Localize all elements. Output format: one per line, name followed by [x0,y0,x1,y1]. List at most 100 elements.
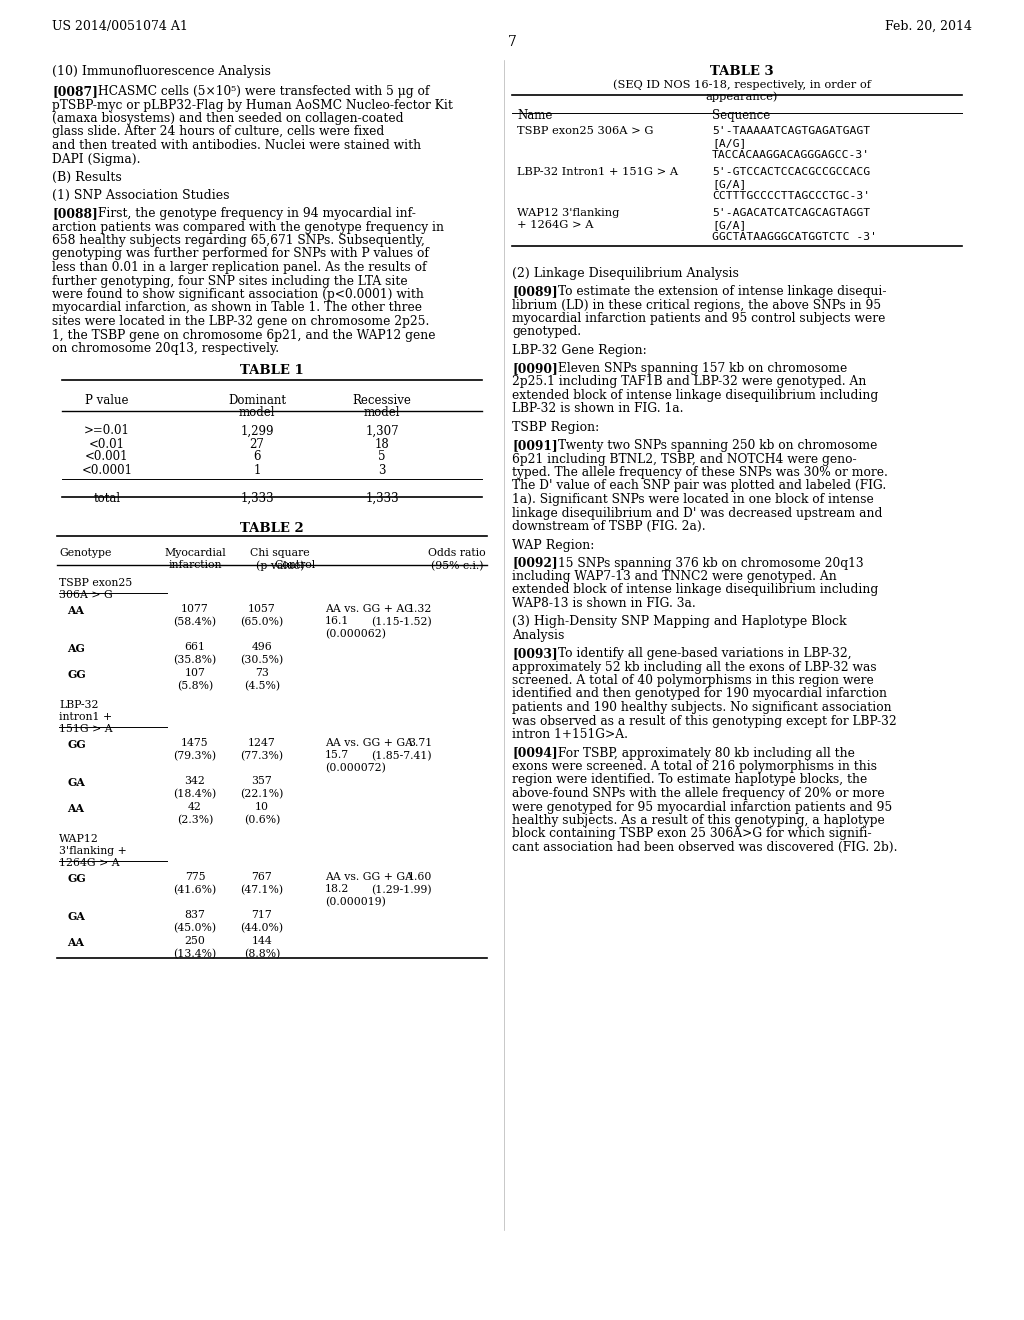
Text: 1475: 1475 [181,738,209,748]
Text: AA vs. GG + AG: AA vs. GG + AG [325,605,413,615]
Text: [G/A]: [G/A] [712,180,746,189]
Text: (30.5%): (30.5%) [241,655,284,665]
Text: (45.0%): (45.0%) [173,923,216,933]
Text: WAP Region:: WAP Region: [512,539,594,552]
Text: (p value): (p value) [256,561,304,572]
Text: TSBP Region:: TSBP Region: [512,421,599,434]
Text: downstream of TSBP (FIG. 2a).: downstream of TSBP (FIG. 2a). [512,520,706,533]
Text: US 2014/0051074 A1: US 2014/0051074 A1 [52,20,187,33]
Text: (41.6%): (41.6%) [173,884,217,895]
Text: librium (LD) in these critical regions, the above SNPs in 95: librium (LD) in these critical regions, … [512,298,881,312]
Text: Sequence: Sequence [712,110,770,121]
Text: 661: 661 [184,643,206,652]
Text: arction patients was compared with the genotype frequency in: arction patients was compared with the g… [52,220,444,234]
Text: 1077: 1077 [181,605,209,615]
Text: (SEQ ID NOS 16-18, respectively, in order of: (SEQ ID NOS 16-18, respectively, in orde… [613,79,871,90]
Text: (10) Immunofluorescence Analysis: (10) Immunofluorescence Analysis [52,65,271,78]
Text: To identify all gene-based variations in LBP-32,: To identify all gene-based variations in… [558,647,852,660]
Text: LBP-32: LBP-32 [59,700,98,710]
Text: (79.3%): (79.3%) [173,751,216,760]
Text: HCASMC cells (5×10⁵) were transfected with 5 μg of: HCASMC cells (5×10⁵) were transfected wi… [98,84,429,98]
Text: (58.4%): (58.4%) [173,616,216,627]
Text: (13.4%): (13.4%) [173,949,217,958]
Text: less than 0.01 in a larger replication panel. As the results of: less than 0.01 in a larger replication p… [52,261,427,275]
Text: TABLE 3: TABLE 3 [711,65,774,78]
Text: + 1264G > A: + 1264G > A [517,220,594,230]
Text: genotyping was further performed for SNPs with P values of: genotyping was further performed for SNP… [52,248,429,260]
Text: 342: 342 [184,776,206,787]
Text: genotyped.: genotyped. [512,326,582,338]
Text: Chi square: Chi square [250,549,310,558]
Text: 16.1: 16.1 [325,616,349,627]
Text: myocardial infarction patients and 95 control subjects were: myocardial infarction patients and 95 co… [512,312,886,325]
Text: [0094]: [0094] [512,747,558,759]
Text: (77.3%): (77.3%) [241,751,284,760]
Text: 2p25.1 including TAF1B and LBP-32 were genotyped. An: 2p25.1 including TAF1B and LBP-32 were g… [512,375,866,388]
Text: region were identified. To estimate haplotype blocks, the: region were identified. To estimate hapl… [512,774,867,787]
Text: identified and then genotyped for 190 myocardial infarction: identified and then genotyped for 190 my… [512,688,887,701]
Text: (amaxa biosystems) and then seeded on collagen-coated: (amaxa biosystems) and then seeded on co… [52,112,403,125]
Text: (0.6%): (0.6%) [244,814,281,825]
Text: 1a). Significant SNPs were located in one block of intense: 1a). Significant SNPs were located in on… [512,492,873,506]
Text: 5: 5 [378,450,386,463]
Text: intron 1+151G>A.: intron 1+151G>A. [512,729,628,741]
Text: Myocardial: Myocardial [164,549,226,558]
Text: 144: 144 [252,936,272,946]
Text: 775: 775 [184,873,206,883]
Text: For TSBP, approximately 80 kb including all the: For TSBP, approximately 80 kb including … [558,747,855,759]
Text: GG: GG [67,873,86,883]
Text: GG: GG [67,738,86,750]
Text: 1.32: 1.32 [408,605,432,615]
Text: Name: Name [517,110,552,121]
Text: patients and 190 healthy subjects. No significant association: patients and 190 healthy subjects. No si… [512,701,892,714]
Text: <0.001: <0.001 [85,450,129,463]
Text: (47.1%): (47.1%) [241,884,284,895]
Text: WAP12: WAP12 [59,833,99,843]
Text: 6: 6 [253,450,261,463]
Text: 1264G > A: 1264G > A [59,858,120,867]
Text: cant association had been observed was discovered (FIG. 2b).: cant association had been observed was d… [512,841,897,854]
Text: [A/G]: [A/G] [712,139,746,148]
Text: [G/A]: [G/A] [712,220,746,230]
Text: 3: 3 [378,463,386,477]
Text: 306A > G: 306A > G [59,590,113,599]
Text: <0.0001: <0.0001 [82,463,132,477]
Text: healthy subjects. As a result of this genotyping, a haplotype: healthy subjects. As a result of this ge… [512,814,885,828]
Text: 151G > A: 151G > A [59,723,113,734]
Text: (2.3%): (2.3%) [177,814,213,825]
Text: Recessive: Recessive [352,393,412,407]
Text: (2) Linkage Disequilibrium Analysis: (2) Linkage Disequilibrium Analysis [512,267,739,280]
Text: AG: AG [67,643,85,653]
Text: 73: 73 [255,668,269,678]
Text: myocardial infarction, as shown in Table 1. The other three: myocardial infarction, as shown in Table… [52,301,422,314]
Text: extended block of intense linkage disequilibrium including: extended block of intense linkage disequ… [512,583,879,597]
Text: 1247: 1247 [248,738,275,748]
Text: 3.71: 3.71 [408,738,432,748]
Text: [0091]: [0091] [512,440,558,451]
Text: 27: 27 [250,437,264,450]
Text: LBP-32 Gene Region:: LBP-32 Gene Region: [512,345,647,356]
Text: WAP12 3'flanking: WAP12 3'flanking [517,209,620,218]
Text: The D' value of each SNP pair was plotted and labeled (FIG.: The D' value of each SNP pair was plotte… [512,479,886,492]
Text: P value: P value [85,393,129,407]
Text: [0089]: [0089] [512,285,558,298]
Text: LBP-32 is shown in FIG. 1a.: LBP-32 is shown in FIG. 1a. [512,403,683,416]
Text: (B) Results: (B) Results [52,172,122,183]
Text: (0.000072): (0.000072) [325,763,386,772]
Text: linkage disequilibrium and D' was decreased upstream and: linkage disequilibrium and D' was decrea… [512,507,883,520]
Text: 15.7: 15.7 [325,751,349,760]
Text: First, the genotype frequency in 94 myocardial inf-: First, the genotype frequency in 94 myoc… [98,207,416,220]
Text: 1, the TSBP gene on chromosome 6p21, and the WAP12 gene: 1, the TSBP gene on chromosome 6p21, and… [52,329,435,342]
Text: Dominant: Dominant [228,393,286,407]
Text: TSBP exon25: TSBP exon25 [59,578,132,587]
Text: Twenty two SNPs spanning 250 kb on chromosome: Twenty two SNPs spanning 250 kb on chrom… [558,440,878,451]
Text: 1,333: 1,333 [241,491,273,504]
Text: intron1 +: intron1 + [59,711,112,722]
Text: 496: 496 [252,643,272,652]
Text: 767: 767 [252,873,272,883]
Text: block containing TSBP exon 25 306A>G for which signifi-: block containing TSBP exon 25 306A>G for… [512,828,871,841]
Text: (4.5%): (4.5%) [244,681,280,690]
Text: further genotyping, four SNP sites including the LTA site: further genotyping, four SNP sites inclu… [52,275,408,288]
Text: [0087]: [0087] [52,84,98,98]
Text: <0.01: <0.01 [89,437,125,450]
